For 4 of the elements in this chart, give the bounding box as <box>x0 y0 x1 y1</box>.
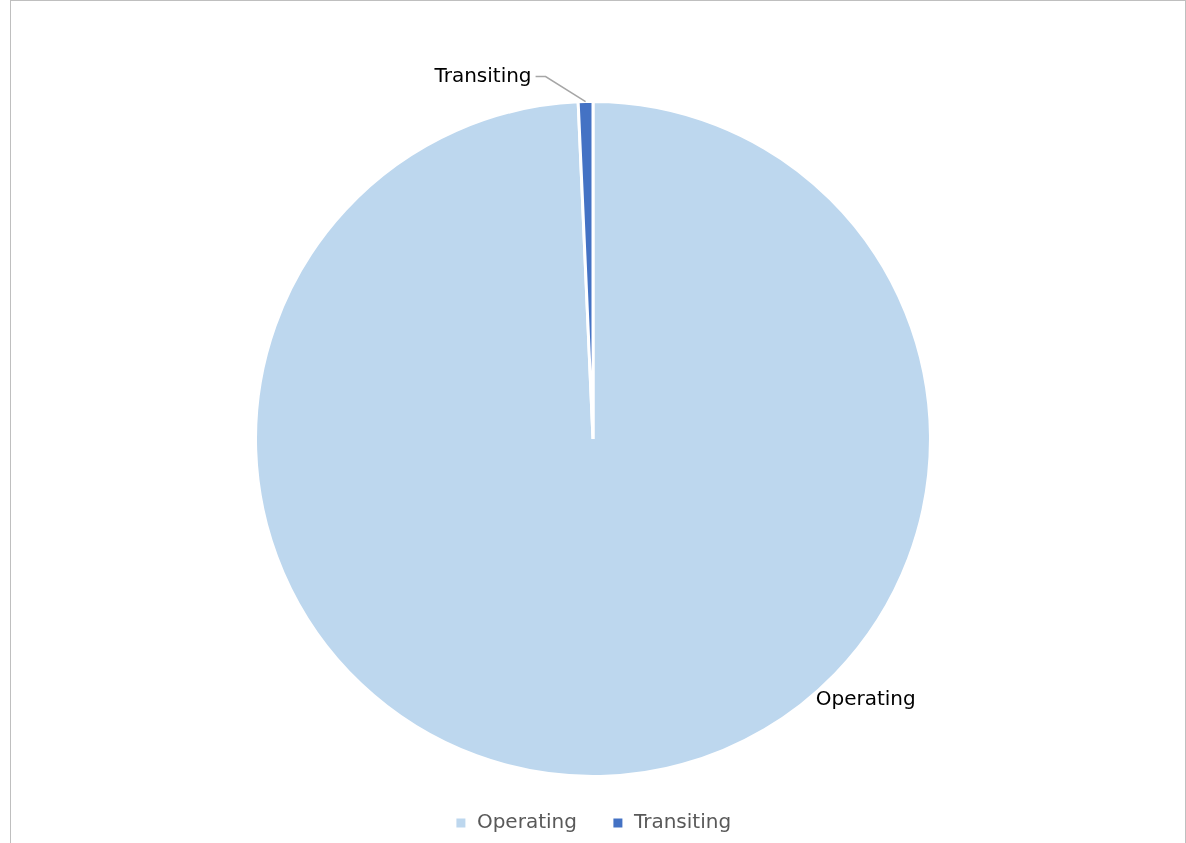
slice-label: Operating <box>815 686 916 711</box>
slice-label: Transiting <box>433 62 532 87</box>
legend-label: Transiting <box>632 809 732 834</box>
legend-label: Operating <box>476 809 577 834</box>
